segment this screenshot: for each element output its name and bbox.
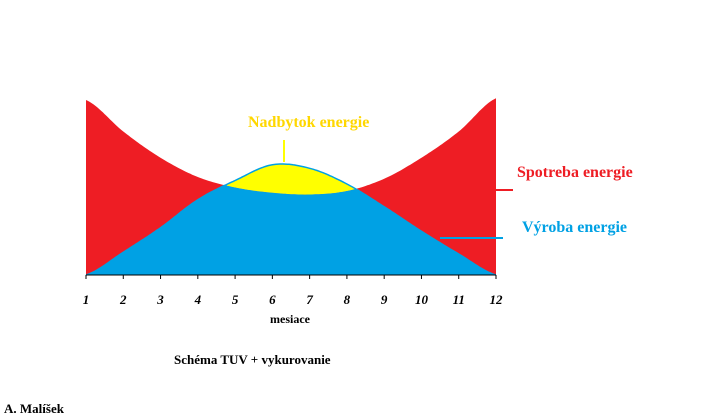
x-tick-label: 3 — [156, 292, 164, 307]
consumption-legend-label: Spotreba energie — [517, 164, 633, 181]
production-line — [85, 163, 497, 276]
production-area — [86, 185, 496, 275]
x-tick-label: 11 — [453, 292, 465, 307]
x-tick-label: 9 — [381, 292, 388, 307]
x-tick-label: 2 — [119, 292, 127, 307]
production-legend-label: Výroba energie — [522, 219, 627, 236]
x-tick-label: 8 — [344, 292, 351, 307]
x-tick-label: 10 — [415, 292, 429, 307]
x-axis-label: mesiace — [270, 312, 311, 326]
chart-caption: Schéma TUV + vykurovanie — [174, 352, 331, 367]
author-credit: A. Malíšek — [4, 401, 65, 416]
x-tick-label: 12 — [490, 292, 504, 307]
x-tick-label: 7 — [306, 292, 313, 307]
x-tick-label: 1 — [83, 292, 90, 307]
surplus-label: Nadbytok energie — [248, 114, 369, 131]
x-tick-label: 5 — [232, 292, 239, 307]
x-tick-label: 4 — [194, 292, 202, 307]
x-tick-label: 6 — [269, 292, 276, 307]
surplus-area — [225, 164, 355, 195]
